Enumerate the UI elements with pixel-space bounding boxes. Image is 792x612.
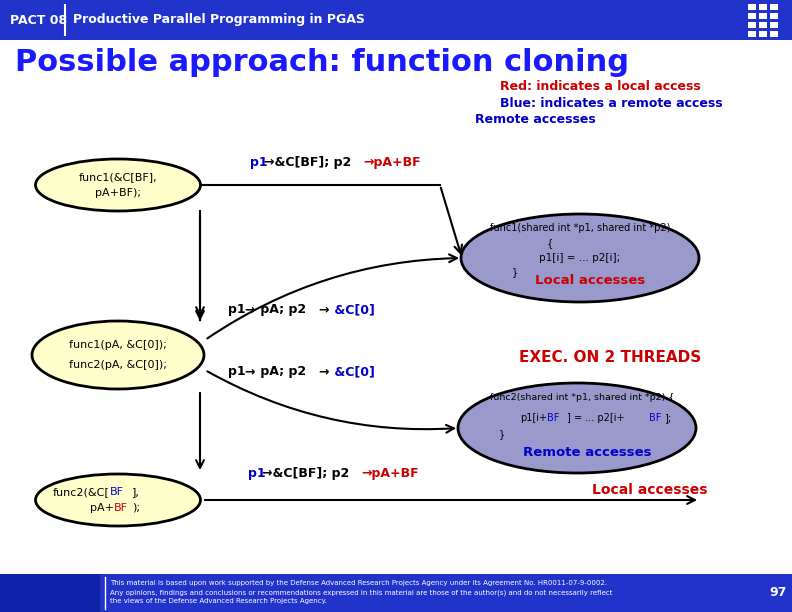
Text: Possible approach: function cloning: Possible approach: function cloning xyxy=(15,48,629,77)
Text: →: → xyxy=(318,365,329,378)
Text: func1(shared int *p1, shared int *p2): func1(shared int *p1, shared int *p2) xyxy=(489,223,670,233)
Bar xyxy=(748,13,756,19)
Ellipse shape xyxy=(36,474,200,526)
Text: Any opinions, findings and conclusions or recommendations expressed in this mate: Any opinions, findings and conclusions o… xyxy=(110,589,612,595)
Text: p1: p1 xyxy=(248,467,265,480)
Text: p1: p1 xyxy=(228,365,250,378)
Ellipse shape xyxy=(458,383,696,473)
Bar xyxy=(759,13,767,19)
Text: BF: BF xyxy=(114,503,128,513)
Text: This material is based upon work supported by the Defense Advanced Research Proj: This material is based upon work support… xyxy=(110,580,607,586)
Text: EXEC. ON 2 THREADS: EXEC. ON 2 THREADS xyxy=(519,351,701,365)
Text: →: → xyxy=(244,365,254,378)
Bar xyxy=(0,574,100,612)
Text: &C[0]: &C[0] xyxy=(330,303,375,316)
Ellipse shape xyxy=(32,321,204,389)
Bar xyxy=(770,13,778,19)
Bar xyxy=(748,4,756,10)
Text: Remote accesses: Remote accesses xyxy=(523,446,651,458)
Text: →&C[BF]; p2: →&C[BF]; p2 xyxy=(262,467,349,480)
Text: {: { xyxy=(546,238,553,248)
Bar xyxy=(748,31,756,37)
Bar xyxy=(748,22,756,28)
Text: →: → xyxy=(318,303,329,316)
Text: BF: BF xyxy=(110,487,124,497)
Text: →pA+BF: →pA+BF xyxy=(361,467,419,480)
Text: }: } xyxy=(512,267,518,277)
Text: );: ); xyxy=(132,503,140,513)
Text: p1: p1 xyxy=(250,156,268,169)
Text: p1[i] = ... p2[i];: p1[i] = ... p2[i]; xyxy=(539,253,621,263)
Text: ],: ], xyxy=(132,487,140,497)
Text: pA+: pA+ xyxy=(90,503,114,513)
Text: →: → xyxy=(244,303,254,316)
Text: 97: 97 xyxy=(769,586,786,600)
Text: Remote accesses: Remote accesses xyxy=(474,113,596,126)
Text: &C[0]: &C[0] xyxy=(330,365,375,378)
Ellipse shape xyxy=(36,159,200,211)
Text: Local accesses: Local accesses xyxy=(592,483,708,497)
Bar xyxy=(759,22,767,28)
Bar xyxy=(770,4,778,10)
Bar xyxy=(770,31,778,37)
Text: the views of the Defense Advanced Research Projects Agency.: the views of the Defense Advanced Resear… xyxy=(110,598,327,604)
Bar xyxy=(759,4,767,10)
Ellipse shape xyxy=(461,214,699,302)
Text: func1(&C[BF],: func1(&C[BF], xyxy=(78,172,158,182)
Bar xyxy=(759,31,767,37)
Text: func2(&C[: func2(&C[ xyxy=(53,487,110,497)
Text: func2(shared int *p1, shared int *p2) {: func2(shared int *p1, shared int *p2) { xyxy=(489,394,674,403)
Text: Red: indicates a local access: Red: indicates a local access xyxy=(500,80,701,93)
Text: }: } xyxy=(499,429,505,439)
Text: →pA+BF: →pA+BF xyxy=(363,156,421,169)
Text: Blue: indicates a remote access: Blue: indicates a remote access xyxy=(500,97,722,110)
Text: →&C[BF]; p2: →&C[BF]; p2 xyxy=(264,156,351,169)
Bar xyxy=(0,0,792,40)
Text: func2(pA, &C[0]);: func2(pA, &C[0]); xyxy=(69,360,167,370)
Text: func1(pA, &C[0]);: func1(pA, &C[0]); xyxy=(69,340,167,350)
Text: pA; p2: pA; p2 xyxy=(256,365,310,378)
Text: ];: ]; xyxy=(664,413,671,423)
Text: p1[i+: p1[i+ xyxy=(520,413,547,423)
Text: Productive Parallel Programming in PGAS: Productive Parallel Programming in PGAS xyxy=(73,13,365,26)
Text: pA; p2: pA; p2 xyxy=(256,303,310,316)
Text: ] = ... p2[i+: ] = ... p2[i+ xyxy=(567,413,625,423)
Bar xyxy=(770,22,778,28)
Text: pA+BF);: pA+BF); xyxy=(95,188,141,198)
Text: PACT 08: PACT 08 xyxy=(10,13,67,26)
Bar xyxy=(0,574,792,612)
Text: p1: p1 xyxy=(228,303,250,316)
Text: BF: BF xyxy=(547,413,559,423)
Text: Local accesses: Local accesses xyxy=(535,274,645,286)
Text: BF: BF xyxy=(649,413,661,423)
